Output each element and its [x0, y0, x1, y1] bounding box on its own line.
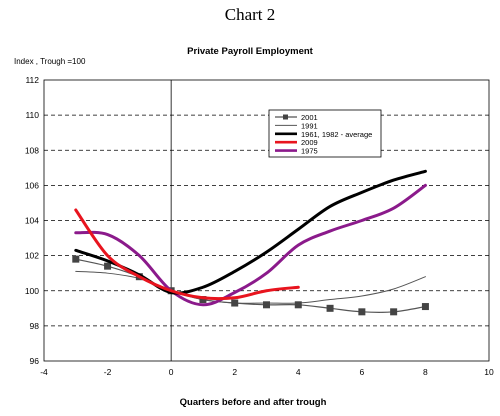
data-point-2001: [231, 299, 239, 307]
y-tick-label: 102: [25, 251, 39, 261]
y-axis-label: Index , Trough =100: [14, 57, 86, 66]
x-tick-label: 2: [232, 367, 237, 377]
legend-label: 1975: [301, 147, 318, 156]
data-point-2001: [358, 308, 366, 316]
series-line-1991: [75, 270, 426, 304]
legend-label: 2009: [301, 138, 318, 147]
legend-marker-2001: [283, 114, 288, 120]
data-point-2001: [421, 303, 429, 311]
chart-title: Private Payroll Employment: [187, 46, 313, 57]
data-point-2001: [326, 304, 334, 312]
plot-area: 96 98 100 102 104 106 108 110 112 -4 -2 0 2 4 6 8 10: [25, 75, 494, 377]
y-tick-label: 106: [25, 180, 39, 190]
x-tick-label: 4: [296, 367, 301, 377]
chart-header: Chart 2: [225, 5, 276, 24]
data-point-2001: [263, 301, 270, 309]
series-line-1975: [74, 183, 427, 307]
data-point-2001: [390, 308, 398, 316]
y-tick-label: 104: [25, 216, 39, 226]
x-tick-label: 0: [169, 367, 174, 377]
data-point-2001: [199, 296, 207, 304]
x-tick-label: -4: [40, 367, 48, 377]
x-tick-label: 8: [423, 367, 428, 377]
legend-label: 1991: [301, 121, 318, 130]
legend-label: 1961, 1982 - average: [301, 130, 372, 139]
data-point-2001: [104, 262, 112, 270]
series-line-2001: [75, 258, 427, 313]
series-line-1961-1982-average: [74, 169, 427, 295]
x-tick-label: -2: [104, 367, 112, 377]
y-tick-label: 98: [30, 321, 40, 331]
data-point-2001: [72, 255, 80, 263]
y-tick-label: 100: [25, 286, 39, 296]
data-point-2001: [294, 301, 302, 309]
y-tick-label: 112: [25, 75, 39, 85]
x-tick-label: 6: [359, 367, 364, 377]
legend-label: 2001: [301, 113, 318, 122]
series-line-2009: [74, 208, 300, 301]
x-tick-label: 10: [484, 367, 494, 377]
x-axis-label: Quarters before and after trough: [180, 397, 327, 408]
y-tick-label: 110: [25, 110, 39, 120]
y-tick-label: 96: [30, 356, 40, 366]
y-tick-label: 108: [25, 145, 39, 155]
